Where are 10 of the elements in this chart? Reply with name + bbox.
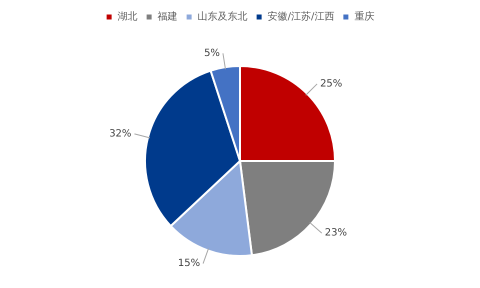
legend-label: 重庆 <box>354 10 374 23</box>
data-label: 5% <box>204 48 220 59</box>
legend-label: 山东及东北 <box>198 10 248 23</box>
data-label: 32% <box>109 128 132 140</box>
legend-label: 福建 <box>158 10 178 23</box>
data-label: 23% <box>324 228 347 239</box>
data-label: 15% <box>178 258 200 270</box>
data-label: 25% <box>320 78 342 90</box>
legend-label: 湖北 <box>118 10 138 23</box>
legend-label: 安徽/江苏/江西 <box>268 10 334 23</box>
